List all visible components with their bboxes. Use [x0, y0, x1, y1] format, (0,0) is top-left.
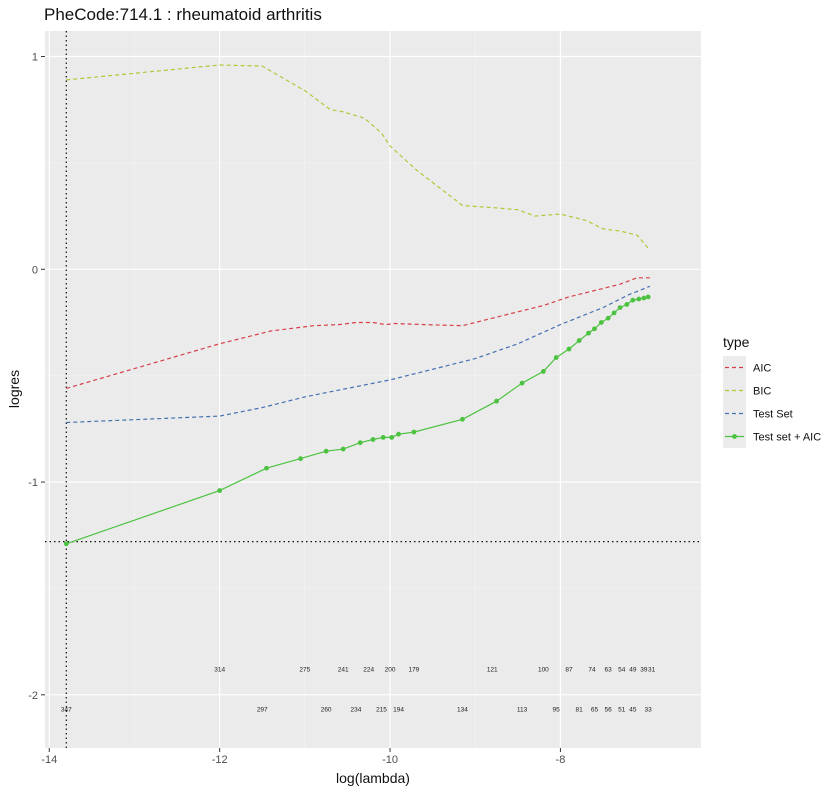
count-label: 63 — [605, 666, 613, 673]
x-tick-label: -10 — [382, 754, 398, 766]
count-label: 100 — [538, 666, 549, 673]
y-axis-title: logres — [6, 370, 22, 408]
plot-panel — [45, 31, 701, 748]
data-point-test-set-aic — [370, 437, 376, 442]
count-label: 49 — [629, 666, 637, 673]
data-point-test-set-aic — [389, 434, 395, 440]
count-annotations: 347 314 297 275 260 241 234 224 215 200 194 179 134 1… — [61, 666, 656, 713]
data-point-test-set-aic — [553, 355, 559, 360]
count-label: 179 — [408, 666, 419, 673]
data-point-test-set-aic — [645, 294, 651, 300]
count-label: 31 — [648, 666, 656, 673]
count-label: 234 — [351, 707, 362, 714]
legend: type AIC BIC Test Set Test set + AIC — [723, 334, 821, 448]
series-line-test-set — [66, 285, 651, 424]
data-point-test-set-aic — [264, 465, 269, 471]
count-label: 87 — [565, 666, 573, 673]
data-point-test-set-aic — [519, 380, 525, 386]
count-label: 224 — [363, 666, 374, 673]
count-label: 215 — [376, 707, 387, 714]
count-label: 45 — [629, 707, 637, 714]
count-label: 121 — [487, 666, 498, 673]
grid-major — [45, 31, 701, 748]
data-point-test-set-aic — [566, 346, 572, 352]
y-tick-label: -1 — [28, 477, 38, 489]
data-point-test-set-aic — [586, 330, 591, 336]
legend-label-aic: AIC — [753, 363, 771, 375]
data-point-test-set-aic — [340, 446, 346, 452]
data-point-test-set-aic — [641, 295, 647, 301]
count-label: 275 — [299, 666, 310, 673]
data-point-test-set-aic — [63, 541, 69, 547]
chart-title: PheCode:714.1 : rheumatoid arthritis — [44, 5, 322, 24]
reference-lines — [45, 31, 701, 748]
y-axis: 1 0 -1 -2 — [28, 52, 45, 702]
count-label: 65 — [591, 707, 599, 714]
data-point-test-set-aic — [611, 310, 617, 316]
x-tick-label: -14 — [41, 754, 57, 766]
legend-label-test-set: Test Set — [753, 409, 793, 421]
data-point-test-set-aic — [494, 398, 499, 404]
count-label: 194 — [393, 707, 404, 714]
count-label: 95 — [553, 707, 561, 714]
data-point-test-set-aic — [630, 297, 636, 303]
count-label: 241 — [338, 666, 349, 673]
count-label: 347 — [61, 707, 72, 714]
data-point-test-set-aic — [592, 326, 597, 332]
series-line-bic — [66, 64, 651, 251]
data-point-test-set-aic — [576, 338, 582, 343]
count-label: 81 — [576, 707, 584, 714]
count-label: 51 — [618, 707, 626, 714]
y-tick-label: 0 — [32, 264, 38, 276]
legend-marker-test-set-aic — [732, 434, 737, 439]
count-label: 39 — [640, 666, 648, 673]
legend-label-bic: BIC — [753, 386, 771, 398]
data-point-test-set-aic — [460, 416, 465, 422]
data-point-test-set-aic — [617, 305, 623, 310]
data-point-test-set-aic — [357, 440, 363, 446]
series-layer — [63, 64, 651, 547]
x-tick-label: -12 — [212, 754, 228, 766]
data-point-test-set-aic — [605, 315, 611, 321]
data-point-test-set-aic — [217, 488, 223, 493]
grid-minor — [45, 31, 701, 748]
x-tick-label: -8 — [556, 754, 566, 766]
count-label: 113 — [517, 707, 528, 714]
count-label: 33 — [645, 707, 653, 714]
legend-label-test-set-aic: Test set + AIC — [753, 432, 821, 444]
x-axis: -14 -12 -10 -8 — [41, 748, 565, 766]
data-point-test-set-aic — [636, 296, 642, 302]
y-tick-label: -2 — [28, 690, 38, 702]
data-point-test-set-aic — [540, 369, 546, 374]
count-label: 314 — [214, 666, 225, 673]
count-label: 74 — [588, 666, 596, 673]
count-label: 200 — [385, 666, 396, 673]
data-point-test-set-aic — [380, 434, 386, 440]
count-label: 297 — [257, 707, 268, 714]
data-point-test-set-aic — [411, 429, 417, 435]
data-point-test-set-aic — [396, 431, 401, 437]
data-point-test-set-aic — [598, 320, 604, 325]
y-tick-label: 1 — [32, 52, 38, 64]
count-label: 56 — [605, 707, 613, 714]
count-label: 134 — [457, 707, 468, 714]
x-axis-title: log(lambda) — [336, 770, 410, 786]
count-label: 54 — [618, 666, 626, 673]
data-point-test-set-aic — [624, 301, 630, 307]
legend-title: type — [723, 334, 750, 350]
count-label: 260 — [321, 707, 332, 714]
series-line-aic — [66, 277, 650, 389]
data-point-test-set-aic — [298, 456, 303, 462]
data-point-test-set-aic — [323, 448, 329, 454]
